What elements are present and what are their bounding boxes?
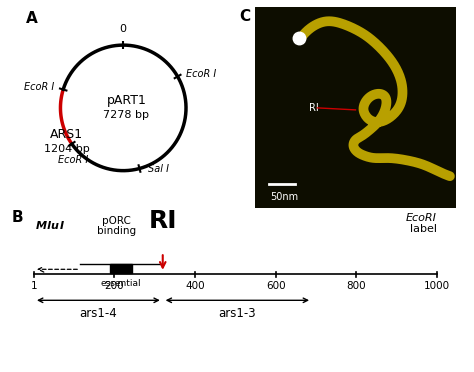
Text: ars1-3: ars1-3 bbox=[219, 307, 256, 320]
Text: essential: essential bbox=[101, 279, 142, 288]
Text: binding: binding bbox=[97, 226, 136, 236]
Text: B: B bbox=[11, 210, 23, 225]
Text: ARS1: ARS1 bbox=[50, 128, 83, 141]
Text: 1: 1 bbox=[31, 281, 37, 291]
Text: EcoR I: EcoR I bbox=[24, 82, 55, 92]
Text: EcoR I: EcoR I bbox=[58, 155, 88, 165]
Text: label: label bbox=[410, 224, 437, 234]
Bar bbox=[110, 264, 133, 273]
Text: Mlu I: Mlu I bbox=[36, 221, 64, 231]
Text: 600: 600 bbox=[266, 281, 285, 291]
Text: 400: 400 bbox=[185, 281, 205, 291]
Text: A: A bbox=[26, 10, 38, 26]
Text: 1204 bp: 1204 bp bbox=[44, 144, 90, 154]
Text: 7278 bp: 7278 bp bbox=[103, 110, 149, 121]
Text: 0: 0 bbox=[120, 25, 127, 35]
Text: 50nm: 50nm bbox=[270, 192, 298, 202]
Text: EcoRI: EcoRI bbox=[406, 213, 437, 223]
Text: 200: 200 bbox=[105, 281, 124, 291]
Text: pORC: pORC bbox=[102, 216, 131, 226]
Text: C: C bbox=[239, 9, 250, 24]
Text: 800: 800 bbox=[346, 281, 366, 291]
Text: RI: RI bbox=[310, 103, 319, 113]
Text: ars1-4: ars1-4 bbox=[79, 307, 117, 320]
Text: 1000: 1000 bbox=[424, 281, 450, 291]
Text: Sal I: Sal I bbox=[148, 164, 169, 173]
Text: pART1: pART1 bbox=[107, 94, 146, 107]
Text: EcoR I: EcoR I bbox=[186, 69, 216, 79]
Text: RI: RI bbox=[148, 209, 177, 233]
